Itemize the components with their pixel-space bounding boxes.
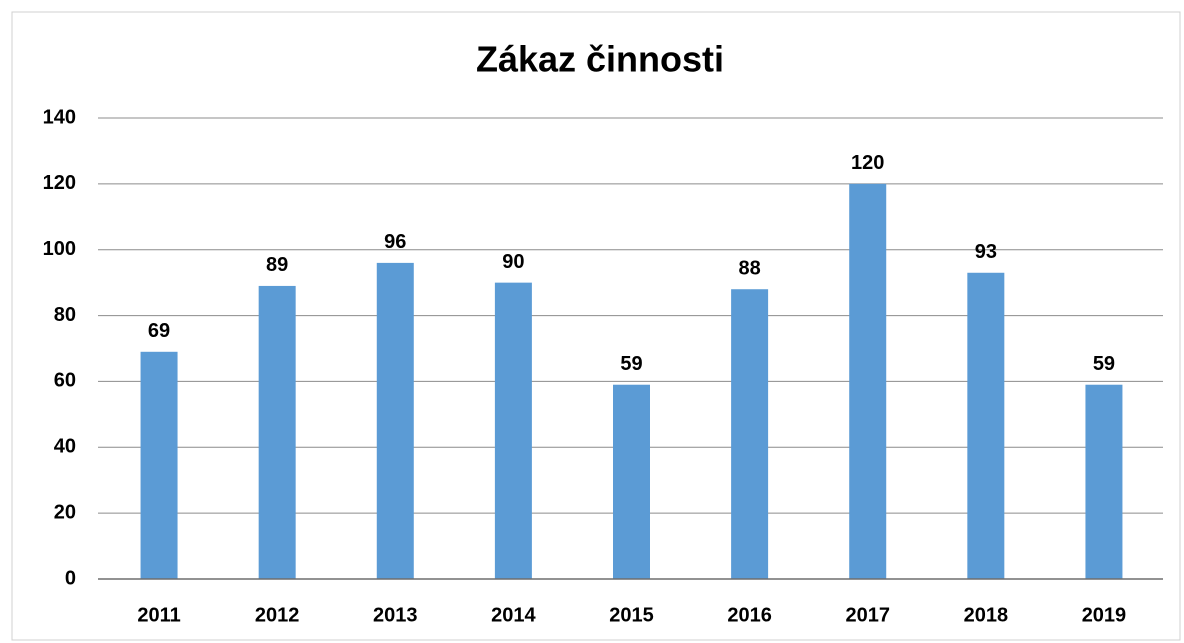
bar bbox=[376, 262, 414, 579]
data-label: 96 bbox=[384, 231, 406, 253]
data-label: 59 bbox=[1093, 353, 1115, 375]
y-tick-label: 100 bbox=[43, 238, 76, 260]
data-label: 90 bbox=[502, 251, 524, 273]
bar bbox=[140, 351, 178, 579]
x-tick-label: 2014 bbox=[491, 604, 536, 626]
x-tick-label: 2015 bbox=[609, 604, 654, 626]
x-tick-label: 2011 bbox=[137, 604, 180, 626]
y-tick-label: 80 bbox=[54, 304, 76, 326]
x-tick-label: 2016 bbox=[727, 604, 772, 626]
y-tick-label: 120 bbox=[43, 172, 76, 194]
data-label: 59 bbox=[620, 353, 642, 375]
data-label: 69 bbox=[148, 320, 170, 342]
bar bbox=[258, 285, 296, 579]
data-label: 89 bbox=[266, 254, 288, 276]
data-label: 93 bbox=[975, 241, 997, 263]
x-tick-label: 2012 bbox=[255, 604, 300, 626]
x-tick-label: 2018 bbox=[964, 604, 1009, 626]
bar bbox=[494, 282, 532, 579]
y-tick-label: 60 bbox=[54, 370, 76, 392]
x-tick-label: 2013 bbox=[373, 604, 418, 626]
y-tick-label: 40 bbox=[54, 436, 76, 458]
bar bbox=[613, 384, 650, 579]
chart-title: Zákaz činnosti bbox=[476, 39, 724, 80]
x-tick-label: 2019 bbox=[1082, 604, 1127, 626]
y-tick-label: 0 bbox=[65, 567, 76, 589]
bar bbox=[967, 272, 1005, 579]
y-tick-label: 20 bbox=[54, 501, 76, 523]
data-label: 88 bbox=[738, 258, 760, 280]
data-label: 120 bbox=[851, 152, 884, 174]
bar bbox=[731, 289, 769, 579]
bar bbox=[849, 183, 887, 579]
chart-border bbox=[11, 11, 1181, 641]
y-tick-label: 140 bbox=[43, 106, 76, 128]
bar bbox=[1085, 384, 1123, 579]
x-tick-label: 2017 bbox=[845, 604, 890, 626]
